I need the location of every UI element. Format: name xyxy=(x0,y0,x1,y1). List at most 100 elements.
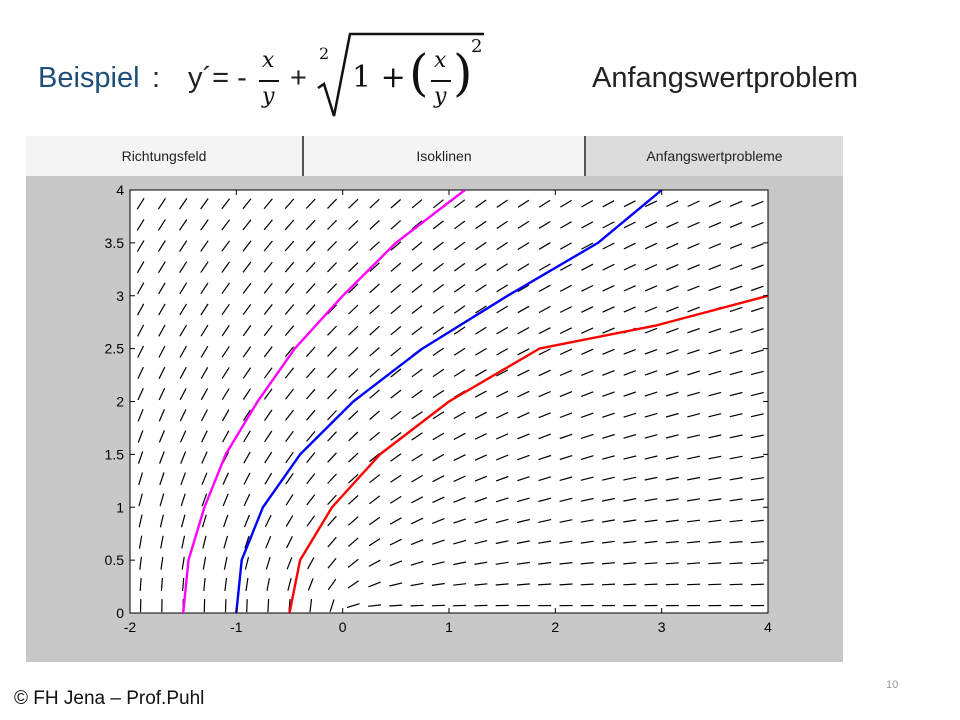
direction-segment xyxy=(750,498,764,502)
direction-segment xyxy=(158,430,165,443)
direction-segment xyxy=(623,306,636,313)
direction-segment xyxy=(496,411,509,419)
direction-segment xyxy=(410,582,424,587)
fraction-bar xyxy=(259,80,279,82)
direction-segment xyxy=(453,561,467,566)
direction-segment xyxy=(580,433,594,439)
direction-segment xyxy=(309,599,313,613)
direction-segment xyxy=(580,476,594,481)
direction-segment xyxy=(327,473,337,484)
direction-segment xyxy=(139,577,142,591)
direction-segment xyxy=(287,577,292,591)
direction-segment xyxy=(180,493,186,507)
direction-segment xyxy=(348,346,359,357)
direction-segment xyxy=(390,389,402,399)
direction-segment xyxy=(348,262,359,273)
direction-segment xyxy=(580,391,594,397)
direction-segment xyxy=(242,346,252,358)
direction-segment xyxy=(644,562,658,565)
direction-segment xyxy=(390,220,402,230)
direction-segment xyxy=(160,535,164,549)
direction-field-plot[interactable]: -2 -1 0 1 2 3 4 0 0.5 1 1.5 2 2.5 3 3.5 4 xyxy=(26,176,843,662)
direction-segment xyxy=(666,242,679,250)
direction-segment xyxy=(138,472,144,486)
direction-segment xyxy=(729,583,743,586)
direction-segment xyxy=(181,535,186,549)
direction-segment xyxy=(307,557,315,570)
direction-segment xyxy=(538,454,552,461)
direction-segment xyxy=(538,540,552,544)
tab-anfangswertprobleme[interactable]: Anfangswertprobleme xyxy=(586,136,843,176)
direction-segment xyxy=(327,494,337,506)
direction-segment xyxy=(708,285,722,292)
direction-segment xyxy=(410,517,424,525)
direction-segment xyxy=(263,282,273,294)
direction-segment xyxy=(474,518,488,524)
direction-segment xyxy=(138,514,143,528)
tab-richtungsfeld[interactable]: Richtungsfeld xyxy=(26,136,304,176)
direction-segment xyxy=(157,219,166,231)
direction-segment xyxy=(602,200,615,208)
direction-segment xyxy=(284,283,295,294)
direction-segment xyxy=(496,369,509,377)
direction-segment xyxy=(559,519,573,523)
direction-segment xyxy=(644,498,658,502)
direction-segment xyxy=(516,583,530,586)
direction-segment xyxy=(538,433,552,440)
exponent: 2 xyxy=(471,36,483,57)
tab-isoklinen[interactable]: Isoklinen xyxy=(304,136,586,176)
direction-segment xyxy=(267,599,270,613)
direction-segment xyxy=(179,345,187,358)
direction-segment xyxy=(157,197,167,210)
direction-segment xyxy=(623,455,637,460)
direction-segment xyxy=(157,240,166,252)
direction-segment xyxy=(474,390,487,398)
direction-segment xyxy=(666,264,679,271)
direction-segment xyxy=(644,285,658,292)
direction-segment xyxy=(708,349,722,355)
direction-segment xyxy=(137,408,144,422)
direction-segment xyxy=(305,283,316,294)
direction-segment xyxy=(729,306,743,313)
direction-segment xyxy=(284,198,295,209)
direction-segment xyxy=(750,562,764,565)
direction-segment xyxy=(560,221,572,229)
direction-segment xyxy=(623,562,637,565)
direction-segment xyxy=(159,472,165,486)
direction-segment xyxy=(602,221,615,229)
direction-segment xyxy=(369,474,381,484)
x-tick-label: 0 xyxy=(339,619,347,635)
direction-segment xyxy=(665,562,679,565)
direction-segment xyxy=(306,452,316,463)
direction-segment xyxy=(750,541,764,544)
direction-segment xyxy=(200,324,209,337)
direction-segment xyxy=(729,562,743,565)
direction-segment xyxy=(136,261,145,274)
direction-segment xyxy=(580,497,594,502)
direction-segment xyxy=(687,540,701,544)
direction-segment xyxy=(665,583,679,586)
direction-segment xyxy=(348,304,359,315)
direction-segment xyxy=(348,495,359,505)
direction-segment xyxy=(410,560,424,566)
direction-segment xyxy=(305,240,316,252)
direction-segment xyxy=(496,284,509,293)
direction-segment xyxy=(581,263,594,271)
direction-segment xyxy=(475,199,487,208)
x-tick-label: 2 xyxy=(551,619,559,635)
direction-segment xyxy=(644,455,658,460)
direction-segment xyxy=(390,347,402,357)
direction-segment xyxy=(158,324,166,337)
direction-segment xyxy=(750,583,764,586)
direction-segment xyxy=(665,455,679,460)
direction-segment xyxy=(285,494,294,506)
direction-segment xyxy=(559,327,573,335)
direction-segment xyxy=(751,221,764,228)
direction-segment xyxy=(517,497,530,503)
direction-segment xyxy=(687,434,701,439)
direction-segment xyxy=(221,324,230,337)
direction-segment xyxy=(581,327,594,334)
direction-segment xyxy=(516,540,530,544)
direction-segment xyxy=(390,474,402,483)
direction-segment xyxy=(137,324,145,337)
